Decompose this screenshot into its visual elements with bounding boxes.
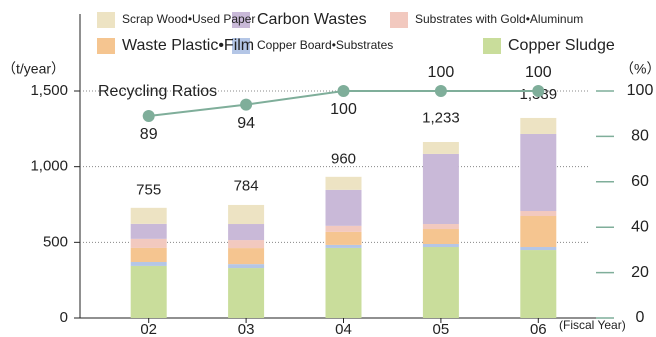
bar-segment [325,225,362,232]
bar-segment [520,247,557,251]
y2-tick-label: 0 [636,309,645,326]
legend-swatch [232,12,250,28]
ratio-label: 100 [525,64,552,81]
y2-tick-label: 60 [631,173,649,190]
legend-label: Scrap Wood•Used Paper [122,12,255,26]
ratio-label: 94 [237,115,255,132]
total-label: 1,233 [422,109,460,126]
bar-segment [228,224,265,241]
legend-swatch [97,38,115,54]
bar-segment [228,268,265,318]
ratio-label: 100 [330,101,357,118]
bar-segment [422,141,459,154]
bar-segment [422,247,459,318]
bar-segment [520,211,557,217]
x-tick-label: 03 [238,321,255,337]
bar-segment [130,247,167,263]
y2-tick-label: 100 [627,82,654,99]
legend-label: Carbon Wastes [257,11,367,28]
y-tick-label: 0 [60,309,68,326]
bar-segment [325,176,362,190]
bar-segment [325,189,362,226]
bar-segment [422,229,459,244]
legend-label: Copper Board•Substrates [257,38,393,52]
x-tick-label: 02 [140,321,157,337]
y2-axis-title: （%） [620,61,656,77]
bar-segment [520,117,557,134]
bar-segment [130,207,167,224]
y-tick-label: 1,000 [30,158,68,175]
legend-swatch [232,38,250,54]
ratio-marker [337,85,350,97]
bar-segment [130,238,167,248]
bar-segment [422,224,459,230]
legend-swatch [97,12,115,28]
legend-swatch [483,38,501,54]
legend-label: Copper Sludge [508,37,615,54]
y2-tick-label: 80 [631,128,649,145]
bar-segment [520,133,557,212]
bar-segment [130,223,167,239]
x-tick-label: 04 [335,321,352,337]
total-label: 784 [234,177,259,194]
bar-segment [520,216,557,248]
bar-segment [228,240,265,249]
x-tick-label: 05 [433,321,450,337]
ratio-marker [142,109,155,122]
x-axis-title: (Fiscal Year) [559,318,626,332]
bar-segment [130,265,167,318]
y2-tick-label: 20 [631,264,649,281]
y2-tick-label: 40 [631,218,649,235]
bar-segment [422,153,459,225]
ratio-marker [532,85,545,97]
line-name: Recycling Ratios [98,83,217,100]
bar-segment [325,231,362,245]
bar-segment [520,250,557,318]
legend-label: Waste Plastic•Film [122,37,254,54]
bar-segment [228,264,265,269]
y-tick-label: 1,500 [30,82,68,99]
bar-segment [422,243,459,248]
ratio-marker [240,98,253,111]
bar-segment [228,204,265,225]
x-tick-label: 06 [530,321,547,337]
legend-swatch [390,12,408,28]
y-tick-label: 500 [43,233,68,250]
bar-segment [325,247,362,318]
total-label: 755 [136,182,161,199]
ratio-label: 100 [428,64,455,81]
legend-label: Substrates with Gold•Aluminum [415,12,583,26]
ratio-label: 89 [140,126,158,143]
total-label: 960 [331,151,356,168]
bar-segment [228,248,265,265]
bar-segment [130,262,167,266]
ratio-marker [434,85,447,97]
y-axis-title: （t/year） [2,61,65,77]
bar-segment [325,244,362,248]
